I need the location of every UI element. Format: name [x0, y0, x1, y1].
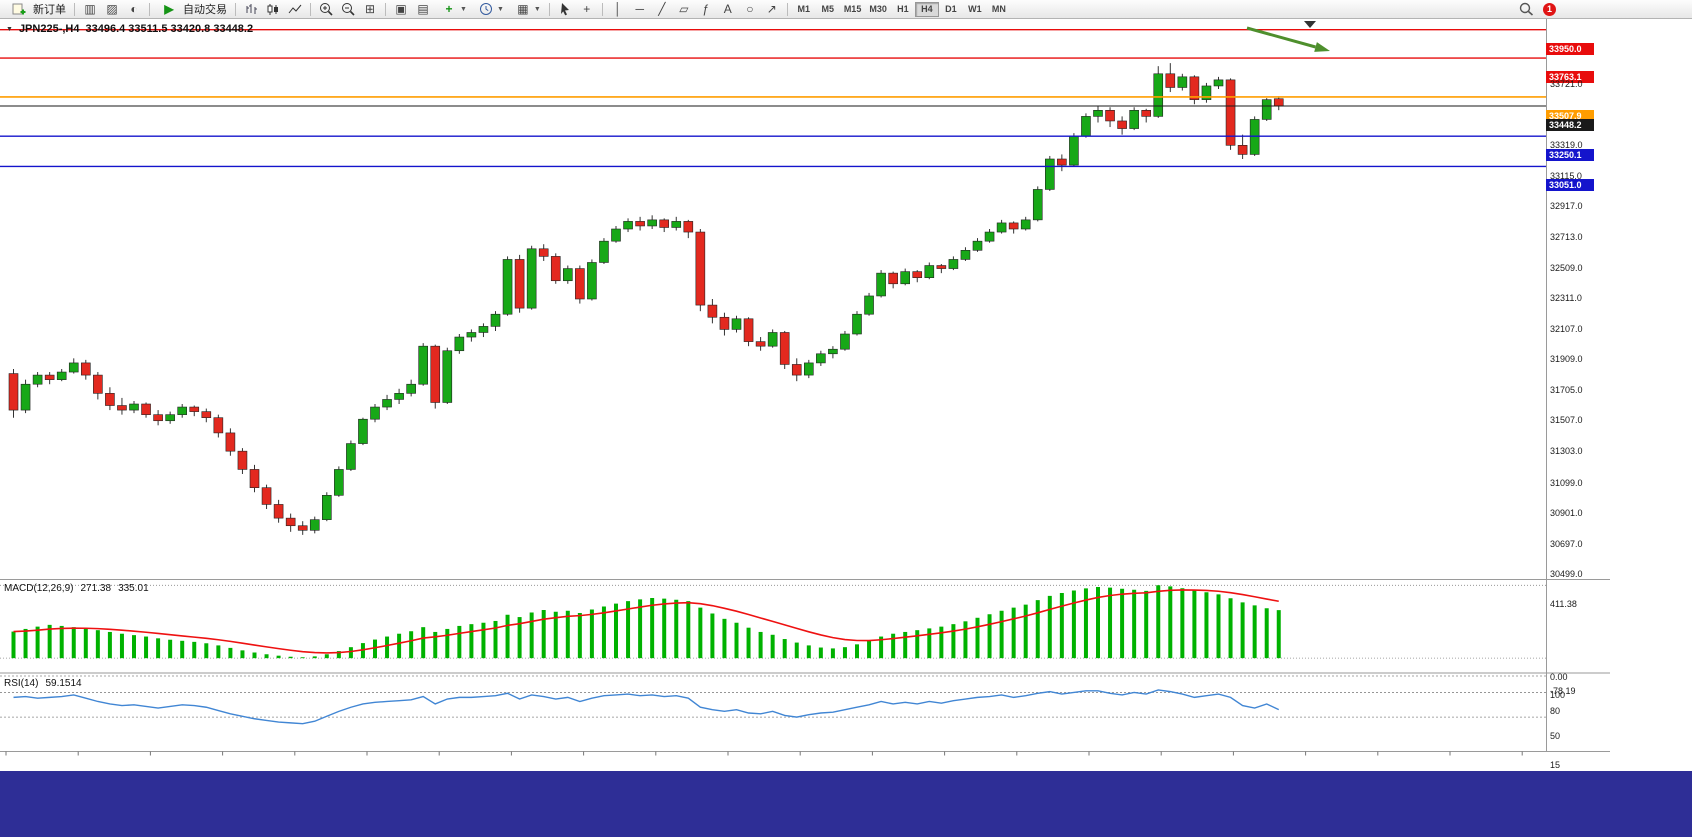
timeframe-m30[interactable]: M30	[869, 4, 887, 14]
rsi-name: RSI(14)	[4, 678, 39, 689]
window-marker-icon: ▼	[6, 25, 13, 33]
indicators-button[interactable]: + ▼	[434, 1, 471, 18]
chart-window: ▼ JPN225-,H4 33496.4 33511.5 33420.8 334…	[0, 19, 1692, 786]
candlestick-chart-icon[interactable]	[262, 1, 284, 18]
timeframe-mn[interactable]: MN	[991, 4, 1006, 14]
tile-windows-icon[interactable]: ⊞	[364, 2, 376, 16]
clock-icon	[475, 1, 497, 18]
autotrading-label: 自动交易	[183, 4, 227, 16]
crosshair-icon[interactable]: +	[583, 2, 591, 16]
symbol-title: JPN225-,H4	[18, 23, 80, 35]
macd-main-value: 271.38	[80, 583, 112, 594]
terminal-background	[0, 771, 1692, 837]
rsi-indicator-label: RSI(14) 59.1514	[4, 678, 82, 689]
shapes-icon[interactable]: ○	[746, 2, 754, 16]
macd-histogram	[11, 585, 1281, 659]
timeframe-m15[interactable]: M15	[843, 4, 862, 14]
timeframe-d1[interactable]: D1	[945, 4, 957, 14]
panel-separators	[0, 19, 1610, 752]
chart-canvas[interactable]	[0, 19, 1610, 771]
text-tool-icon[interactable]: A	[723, 2, 732, 16]
templates-button[interactable]: ▦ ▼	[508, 1, 545, 18]
chart-window-icon[interactable]: ▥	[84, 2, 96, 16]
toolbar-separator	[74, 2, 75, 16]
arrows-icon[interactable]: ↗	[766, 2, 777, 16]
chevron-down-icon: ▼	[460, 5, 467, 13]
macd-signal-line	[13, 589, 1279, 654]
trend-arrow-annotation[interactable]	[1246, 26, 1330, 52]
timeframe-h1[interactable]: H1	[897, 4, 909, 14]
timeframe-w1[interactable]: W1	[968, 4, 982, 14]
toolbar-separator	[310, 2, 311, 16]
new-order-button[interactable]: 新订单	[4, 1, 70, 18]
symbol-ohlc-label: ▼ JPN225-,H4 33496.4 33511.5 33420.8 334…	[6, 23, 253, 35]
toolbar-separator	[601, 2, 603, 16]
fibonacci-icon[interactable]: ƒ	[702, 2, 710, 16]
time-ticks	[5, 751, 1523, 756]
market-watch-icon[interactable]: ▣	[395, 2, 407, 16]
bar-chart-icon[interactable]	[240, 1, 262, 18]
channel-icon[interactable]: ▱	[679, 2, 689, 16]
cursor-icon[interactable]	[554, 1, 576, 18]
ohlc-values: 33496.4 33511.5 33420.8 33448.2	[85, 23, 254, 35]
macd-name: MACD(12,26,9)	[4, 583, 74, 594]
zoom-in-icon[interactable]	[315, 1, 337, 18]
chart-shift-marker	[1304, 21, 1316, 28]
trendline-icon[interactable]: ╱	[658, 2, 666, 16]
rsi-line	[13, 689, 1280, 725]
profiles-icon[interactable]: ▨	[106, 2, 118, 16]
horizontal-line-icon[interactable]: ─	[635, 2, 645, 16]
periods-button[interactable]: ▼	[471, 1, 508, 18]
line-chart-icon[interactable]	[284, 1, 306, 18]
autotrading-button[interactable]: ▶ 自动交易	[154, 1, 231, 18]
horizontal-level-lines[interactable]	[0, 28, 1546, 168]
timeframe-h4[interactable]: H4	[914, 1, 939, 17]
toolbar-separator	[235, 2, 236, 16]
macd-indicator-label: MACD(12,26,9) 271.38 335.01	[4, 583, 149, 594]
timeframe-m5[interactable]: M5	[821, 4, 835, 14]
data-window-icon[interactable]: ▤	[417, 2, 429, 16]
new-order-icon	[8, 1, 30, 18]
candlestick-series	[8, 63, 1284, 535]
macd-signal-value: 335.01	[118, 583, 149, 594]
indicators-plus-icon: +	[445, 2, 453, 16]
zoom-out-icon[interactable]	[337, 1, 359, 18]
timeframe-m1[interactable]: M1	[797, 4, 811, 14]
toolbar-separator	[385, 2, 386, 16]
autotrading-icon: ▶	[164, 2, 174, 16]
rsi-value: 59.1514	[45, 678, 82, 689]
vertical-line-icon[interactable]: │	[614, 2, 622, 16]
new-order-label: 新订单	[33, 4, 66, 16]
search-icon[interactable]	[1515, 1, 1537, 18]
chevron-down-icon: ▼	[496, 5, 504, 13]
toolbar-separator	[149, 2, 150, 16]
main-toolbar: 新订单 ▥ ▨ ◐ ▶ 自动交易 ⊞ ▣ ▤ + ▼	[0, 0, 1692, 19]
rsi-grid	[0, 675, 1546, 718]
template-icon: ▦	[517, 2, 529, 16]
chevron-down-icon: ▼	[533, 5, 541, 13]
toolbar-separator	[548, 2, 550, 16]
toolbar-separator	[786, 2, 788, 16]
notification-badge[interactable]: 1	[1543, 2, 1556, 16]
refresh-icon[interactable]: ◐	[130, 2, 138, 16]
